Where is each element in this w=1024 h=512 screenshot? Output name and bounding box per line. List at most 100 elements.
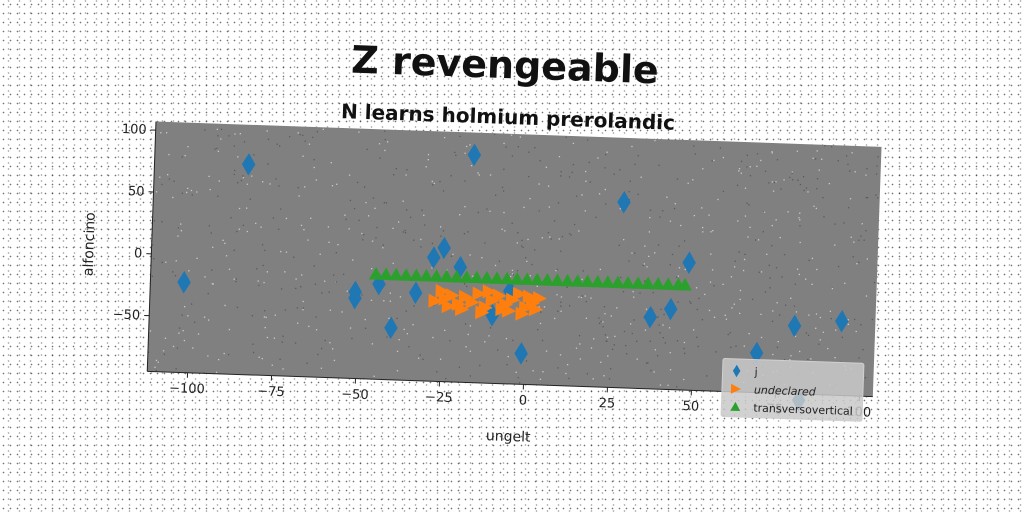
noise-dot [358,131,360,133]
point-j [467,143,482,167]
noise-dot [799,241,801,244]
noise-dot [684,268,686,271]
noise-dot [746,166,748,168]
noise-dot [403,328,405,331]
point-transversovertical [661,277,675,291]
noise-dot [600,320,602,323]
noise-dot [701,319,704,321]
noise-dot [796,150,799,152]
noise-dot [565,372,567,375]
noise-dot [279,208,282,210]
noise-dot [175,260,177,262]
noise-dot [792,179,794,181]
noise-dot [316,131,319,133]
noise-dot [816,178,819,180]
noise-dot [262,181,264,183]
noise-dot [243,141,246,143]
noise-dot [595,216,597,218]
noise-dot [847,163,849,166]
noise-dot [175,368,177,370]
x-axis-label: ungelt [486,428,532,446]
noise-dot [172,196,174,199]
noise-dot [507,355,509,358]
legend-box [720,357,865,422]
noise-dot [376,226,378,229]
noise-dot [669,351,671,354]
noise-dot [484,242,486,244]
noise-dot [776,346,779,349]
noise-dot [816,268,818,271]
noise-dot [575,195,578,197]
noise-dot [645,362,648,364]
noise-dot [760,313,762,316]
noise-dot [610,315,612,317]
noise-dot [689,300,691,303]
x-tick-label: 25 [598,396,615,412]
noise-dot [432,184,434,186]
noise-dot [469,375,471,377]
noise-dot [509,275,512,278]
noise-dot [853,318,856,321]
noise-dot [815,207,818,210]
noise-dot [463,283,466,285]
noise-dot [790,355,792,357]
point-transversovertical [469,270,484,284]
noise-dot [580,296,583,299]
noise-dot [658,164,660,166]
noise-dot [233,278,235,280]
noise-dot [849,198,852,200]
noise-dot [253,154,255,156]
point-j [787,314,802,338]
noise-dot [496,349,499,351]
point-j [437,236,451,260]
noise-dot [676,178,679,180]
noise-dot [632,290,634,293]
noise-dot [396,350,399,353]
noise-dot [648,231,651,233]
noise-dot [240,179,243,182]
noise-dot [183,339,186,342]
noise-dot [795,311,798,313]
noise-dot [204,276,206,278]
noise-dot [220,138,222,140]
noise-dot [560,310,562,312]
noise-dot [733,303,735,305]
noise-dot [196,257,198,260]
noise-dot [570,234,572,236]
noise-dot [659,332,661,334]
noise-dot [769,287,771,289]
noise-dot [808,259,810,262]
noise-dot [421,209,423,211]
noise-dot [516,270,519,272]
noise-dot [536,285,538,288]
point-undeclared [522,289,537,304]
noise-dot [173,180,175,182]
noise-dot [815,327,817,329]
noise-dot [182,329,184,332]
noise-dot [628,260,630,262]
noise-dot [431,267,433,269]
noise-dot [696,308,698,311]
noise-dot [853,241,855,243]
noise-dot [653,371,655,373]
noise-dot [431,180,433,183]
noise-dot [303,228,305,231]
noise-dot [619,169,621,171]
noise-dot [799,212,801,214]
point-transversovertical [570,274,585,287]
noise-dot [575,347,578,349]
noise-dot [464,205,466,208]
noise-dot [335,252,338,254]
noise-dot [266,336,269,339]
noise-dot [545,166,548,168]
noise-dot [778,314,781,316]
noise-dot [299,133,301,136]
noise-dot [877,197,879,199]
noise-dot [715,351,717,353]
noise-dot [578,230,580,232]
noise-dot [501,228,503,230]
noise-dot [669,369,672,371]
noise-dot [404,232,407,234]
noise-dot [609,367,612,370]
noise-dot [363,234,365,236]
